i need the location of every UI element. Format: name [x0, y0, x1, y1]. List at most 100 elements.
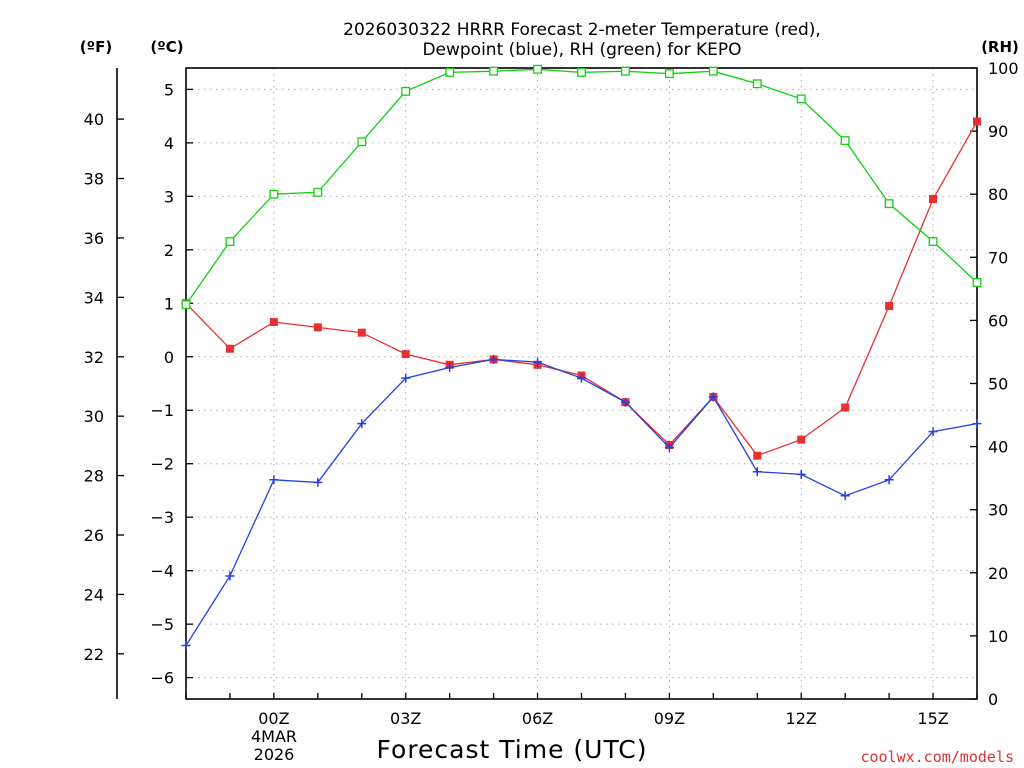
- series-layer: [181, 64, 982, 651]
- celsius-tick-label: −3: [150, 508, 174, 527]
- celsius-tick-label: −1: [150, 401, 174, 420]
- temperature-line: [185, 121, 978, 457]
- plot-frame: [185, 67, 978, 700]
- rh-point: [752, 79, 762, 89]
- fahrenheit-tick-label: 26: [84, 526, 104, 545]
- rh-point: [840, 136, 850, 146]
- dewpoint-point: [577, 373, 586, 383]
- celsius-tick-label: −2: [150, 455, 174, 474]
- rh-point: [533, 64, 543, 74]
- rh-tick-label: 100: [988, 59, 1019, 78]
- dewpoint-point: [752, 467, 762, 477]
- rh-point: [664, 69, 674, 79]
- rh-point: [708, 66, 718, 76]
- rh-tick-label: 60: [988, 311, 1008, 330]
- x-axis-title: Forecast Time (UTC): [377, 735, 648, 764]
- rh-point: [313, 187, 323, 197]
- rh-tick-label: 40: [988, 438, 1008, 457]
- temperature-point: [357, 328, 366, 337]
- rh-point: [577, 67, 586, 77]
- temperature-point: [225, 344, 234, 353]
- rh-tick-label: 20: [988, 564, 1008, 583]
- rh-point: [401, 86, 411, 96]
- rh-point: [620, 66, 630, 76]
- dewpoint-point: [972, 419, 982, 429]
- celsius-tick-label: 0: [164, 348, 174, 367]
- celsius-tick-label: −4: [150, 562, 174, 581]
- celsius-tick-label: 4: [164, 134, 174, 153]
- dewpoint-line: [185, 358, 978, 646]
- fahrenheit-tick-label: 22: [84, 645, 104, 664]
- celsius-tick-label: 2: [164, 241, 174, 260]
- x-tick-label: 12Z: [786, 709, 817, 728]
- dewpoint-point: [664, 443, 674, 453]
- dewpoint-point: [928, 427, 938, 437]
- x-tick-label: 15Z: [917, 709, 948, 728]
- rh-tick-label: 80: [988, 185, 1008, 204]
- rh-point: [928, 237, 938, 246]
- fahrenheit-tick-label: 32: [84, 348, 104, 367]
- fahrenheit-tick-label: 38: [84, 170, 104, 189]
- celsius-tick-label: −5: [150, 615, 174, 634]
- dewpoint-point: [357, 419, 367, 429]
- fahrenheit-tick-label: 24: [84, 585, 104, 604]
- chart-title-line1: 2026030322 HRRR Forecast 2-meter Tempera…: [343, 20, 821, 40]
- series-dewpoint: [181, 354, 982, 651]
- celsius-tick-label: 5: [164, 80, 174, 99]
- rh-unit-label: (RH): [981, 38, 1019, 56]
- dewpoint-point: [796, 469, 806, 479]
- rh-tick-label: 70: [988, 248, 1008, 267]
- rh-tick-label: 50: [988, 375, 1008, 394]
- dewpoint-point: [225, 571, 235, 581]
- temperature-point: [269, 318, 278, 327]
- dewpoint-point: [489, 354, 499, 364]
- text-layer: 2026030322 HRRR Forecast 2-meter Tempera…: [80, 20, 1019, 766]
- x-tick-label: 00Z: [258, 709, 289, 728]
- temperature-point: [401, 350, 410, 359]
- rh-tick-label: 10: [988, 627, 1008, 646]
- date-month-label: 4MAR: [251, 727, 297, 746]
- fahrenheit-tick-label: 28: [84, 467, 104, 486]
- rh-point: [884, 199, 894, 209]
- series-temperature: [182, 117, 981, 460]
- rh-point: [181, 300, 191, 310]
- x-tick-label: 09Z: [654, 709, 685, 728]
- celsius-tick-label: 1: [164, 294, 174, 313]
- dewpoint-point: [313, 477, 323, 487]
- chart-title-line2: Dewpoint (blue), RH (green) for KEPO: [422, 40, 741, 60]
- temperature-point: [797, 435, 806, 444]
- dewpoint-point: [445, 362, 455, 372]
- rh-tick-label: 90: [988, 122, 1008, 141]
- series-rh: [181, 64, 982, 310]
- temperature-point: [841, 403, 850, 412]
- dewpoint-point: [840, 491, 850, 501]
- dewpoint-point: [884, 475, 894, 485]
- dewpoint-point: [269, 475, 279, 485]
- fahrenheit-unit-label: (ºF): [80, 38, 112, 56]
- fahrenheit-tick-label: 40: [84, 110, 104, 129]
- rh-point: [225, 237, 235, 246]
- dewpoint-point: [181, 641, 191, 651]
- dewpoint-point: [533, 357, 543, 367]
- temperature-point: [753, 451, 762, 460]
- celsius-unit-label: (ºC): [150, 38, 183, 56]
- rh-point: [357, 137, 367, 147]
- rh-point: [489, 66, 499, 76]
- rh-line: [185, 68, 978, 305]
- x-tick-label: 06Z: [522, 709, 553, 728]
- rh-point: [972, 278, 982, 287]
- temperature-point: [929, 195, 938, 204]
- rh-tick-label: 0: [988, 690, 998, 709]
- temperature-point: [885, 301, 894, 310]
- x-tick-label: 03Z: [390, 709, 421, 728]
- grid-layer: [186, 68, 977, 699]
- celsius-tick-label: −6: [150, 669, 174, 688]
- temperature-point: [313, 323, 322, 332]
- fahrenheit-tick-label: 30: [84, 407, 104, 426]
- rh-point: [269, 189, 279, 199]
- axes-layer: −6−5−4−3−2−10123452224262830323436384001…: [84, 59, 1019, 728]
- date-year-label: 2026: [254, 745, 295, 764]
- dewpoint-point: [708, 392, 718, 402]
- credit-label: coolwx.com/models: [860, 748, 1014, 766]
